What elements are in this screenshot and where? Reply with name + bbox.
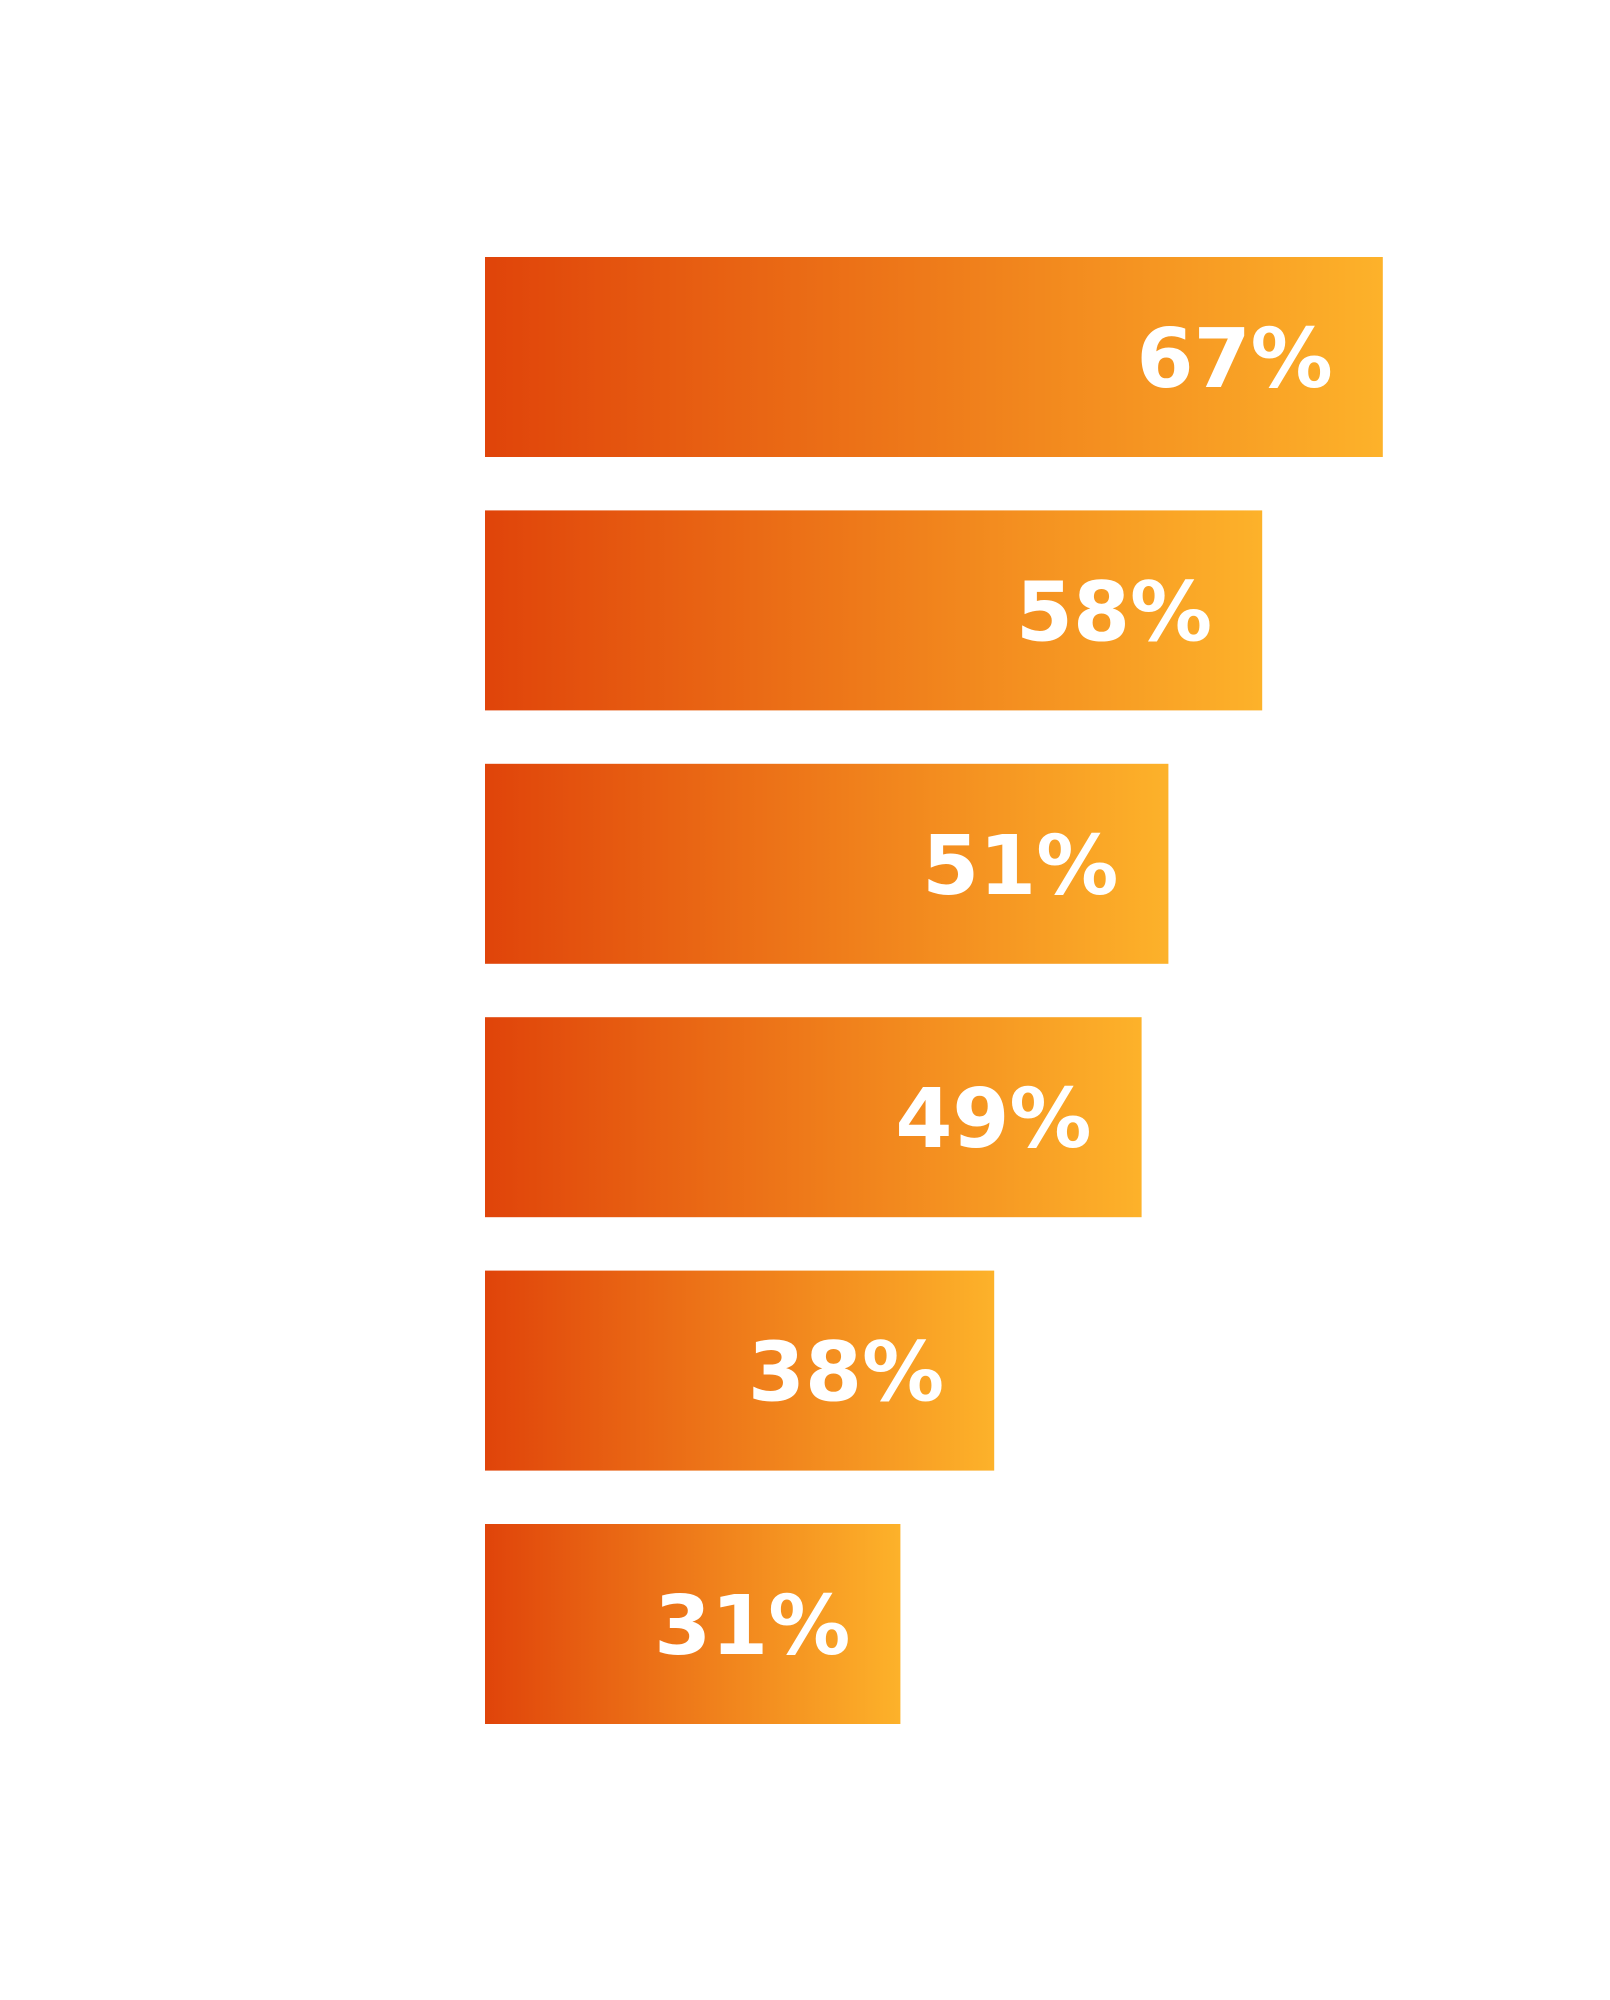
bar	[485, 510, 1263, 711]
bar-value-label: 51%	[922, 819, 1118, 914]
bar-group: 51%	[485, 763, 1169, 964]
bar-group: 67%	[485, 257, 1383, 457]
bars-layer: 67% 58% 51% 49% 38% 31%	[485, 257, 1383, 1724]
bar-value-label: 31%	[654, 1579, 850, 1674]
bar	[485, 1270, 995, 1471]
bar-value-label: 38%	[748, 1326, 944, 1421]
bar	[485, 257, 1383, 457]
bar-group: 58%	[485, 510, 1263, 711]
bar-group: 49%	[485, 1017, 1142, 1218]
bar	[485, 763, 1169, 964]
bar-group: 31%	[485, 1524, 901, 1724]
bar	[485, 1017, 1142, 1218]
bar	[485, 1524, 901, 1724]
bar-value-label: 67%	[1137, 312, 1333, 407]
bar-value-label: 58%	[1016, 565, 1212, 660]
bar-group: 38%	[485, 1270, 995, 1471]
bar-value-label: 49%	[895, 1072, 1091, 1167]
